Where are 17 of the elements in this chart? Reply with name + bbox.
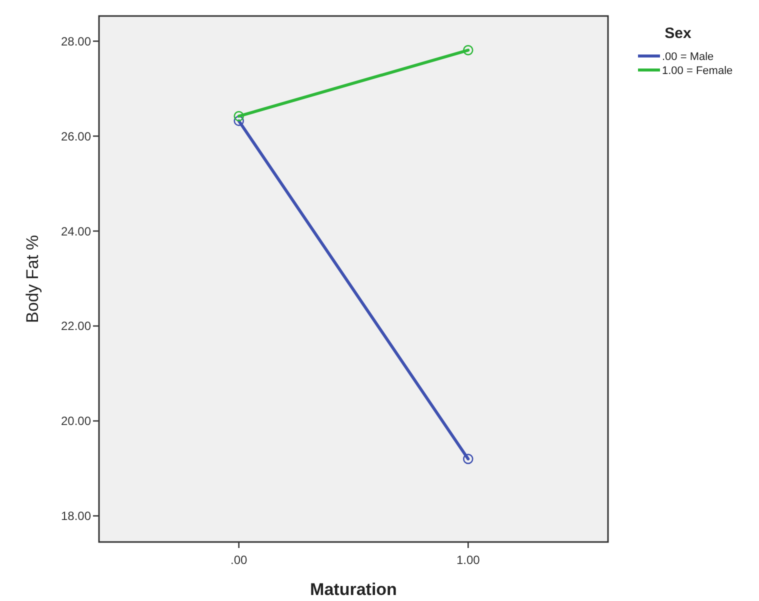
legend-label: .00 = Male bbox=[662, 50, 714, 63]
point bbox=[234, 116, 244, 126]
point bbox=[462, 45, 474, 56]
y-tick-label: 24.00 bbox=[60, 224, 92, 238]
point bbox=[234, 111, 244, 122]
x-tick-label: 1.00 bbox=[456, 553, 480, 567]
y-tick-label: 18.00 bbox=[60, 509, 92, 524]
y-tick-label: 28.00 bbox=[60, 34, 92, 48]
x-axis-title: Maturation bbox=[310, 580, 397, 599]
legend-label: 1.00 = Female bbox=[662, 64, 733, 77]
point bbox=[462, 454, 474, 464]
x-tick-label: .00 bbox=[230, 553, 248, 567]
y-tick-label: 20.00 bbox=[60, 414, 92, 428]
legend-title: Sex bbox=[664, 25, 692, 42]
y-tick-label: 22.00 bbox=[60, 319, 92, 334]
y-axis-title: Body Fat % bbox=[23, 235, 42, 323]
y-tick-label: 26.00 bbox=[60, 129, 92, 144]
